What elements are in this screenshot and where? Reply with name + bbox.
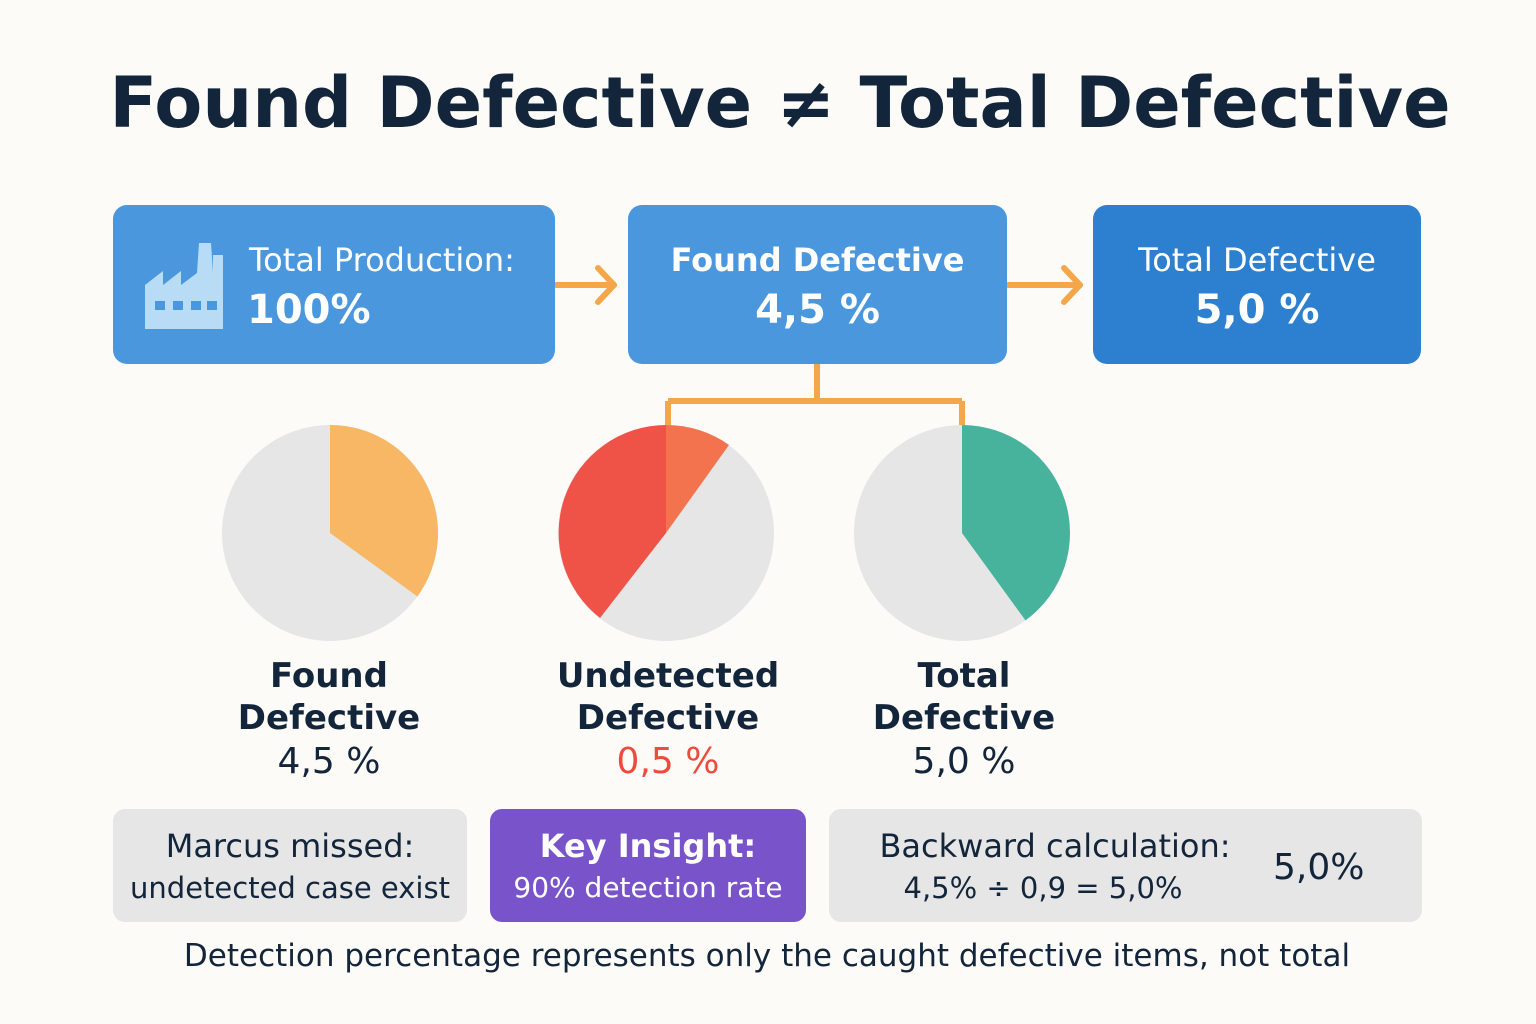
total-defective-value: 5,0 % [1194, 287, 1320, 333]
pie-total-defective [854, 425, 1070, 641]
pie-slice-found [330, 425, 438, 597]
backward-calculation-title: Backward calculation: [879, 827, 1231, 865]
backward-calculation-formula: 4,5% ÷ 0,9 = 5,0% [903, 871, 1183, 905]
found-defective-value: 4,5 % [755, 287, 880, 333]
found-defective-label: Found Defective [670, 241, 965, 279]
pie-label-undetected-line2: Defective [576, 698, 760, 738]
found-defective-box: Found Defective 4,5 % [628, 205, 1007, 364]
marcus-missed-text: undetected case exist [130, 871, 450, 905]
marcus-missed-title: Marcus missed: [165, 827, 415, 865]
total-production-label: Total Production: [249, 241, 515, 279]
pie-label-undetected-line1: Undetected [556, 656, 780, 696]
pie-slice-total [962, 425, 1070, 621]
pie-label-found-line1: Found [270, 656, 388, 696]
pie-value-undetected: 0,5 % [616, 741, 720, 782]
pie-label-total: Total Defective 5,0 % [814, 655, 1114, 783]
pie-slice-undetected-accent [666, 424, 729, 533]
factory-icon [145, 243, 223, 329]
total-defective-box: Total Defective 5,0 % [1093, 205, 1421, 364]
pie-undetected-defective [558, 424, 774, 641]
key-insight-text: 90% detection rate [513, 871, 783, 904]
total-defective-label: Total Defective [1138, 241, 1376, 279]
pie-label-found: Found Defective 4,5 % [179, 655, 479, 783]
pie-value-found: 4,5 % [277, 741, 381, 782]
backward-calculation-result: 5,0% [1273, 847, 1365, 888]
arrow-production-to-found [553, 265, 617, 305]
backward-calculation-box: Backward calculation: 4,5% ÷ 0,9 = 5,0% … [829, 809, 1422, 922]
key-insight-box: Key Insight: 90% detection rate [490, 809, 806, 922]
footer-note: Detection percentage represents only the… [183, 938, 1351, 974]
pie-label-total-line1: Total [917, 656, 1011, 696]
key-insight-title: Key Insight: [539, 827, 757, 865]
total-production-value: 100% [247, 287, 371, 333]
pie-slice-undetected-main [558, 425, 666, 618]
pie-label-undetected: Undetected Defective 0,5 % [518, 655, 818, 783]
total-production-box: Total Production: 100% [113, 205, 555, 364]
pie-label-found-line2: Defective [237, 698, 421, 738]
pie-found-defective [222, 425, 438, 641]
marcus-missed-box: Marcus missed: undetected case exist [113, 809, 467, 922]
page-title: Found Defective ≠ Total Defective [109, 62, 1451, 144]
arrow-found-to-total [1005, 265, 1083, 305]
pie-label-total-line2: Defective [872, 698, 1056, 738]
pie-value-total: 5,0 % [912, 741, 1016, 782]
branch-connector [665, 364, 965, 426]
